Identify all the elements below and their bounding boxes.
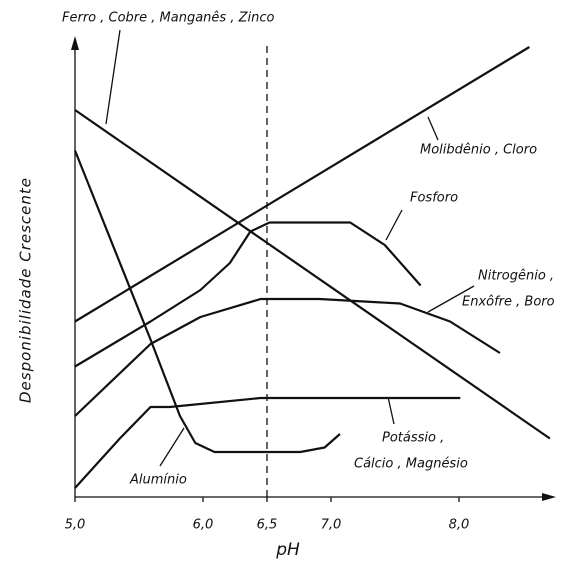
curve-label: Alumínio bbox=[129, 473, 187, 488]
leader bbox=[427, 285, 475, 313]
x-arrow bbox=[542, 493, 556, 501]
x-tick-label: 5,0 bbox=[65, 518, 86, 533]
leader bbox=[105, 29, 121, 125]
x-tick-label: 8,0 bbox=[449, 518, 470, 533]
curve bbox=[74, 297, 501, 417]
curve-label: Potássio , bbox=[382, 431, 444, 446]
curve-label: Nitrogênio , bbox=[478, 269, 554, 284]
curve bbox=[73, 150, 341, 454]
curve-label: Fosforo bbox=[410, 191, 458, 206]
curve bbox=[74, 46, 530, 323]
y-arrow bbox=[71, 36, 79, 50]
curve-label: Molibdênio , Cloro bbox=[420, 143, 537, 158]
x-tick-label: 6,0 bbox=[193, 518, 214, 533]
leader bbox=[427, 116, 439, 141]
leader bbox=[385, 209, 403, 241]
x-axis-label: pH bbox=[275, 540, 300, 560]
curve-label: Cálcio , Magnésio bbox=[354, 457, 468, 472]
x-tick-label: 7,0 bbox=[321, 518, 342, 533]
curve-label: Enxôfre , Boro bbox=[462, 295, 555, 310]
curve-label: Ferro , Cobre , Manganês , Zinco bbox=[62, 11, 274, 26]
leader bbox=[159, 427, 185, 467]
curve bbox=[74, 109, 551, 440]
x-tick-label: 6,5 bbox=[257, 518, 278, 533]
y-axis-label: Desponibilidade Crescente bbox=[17, 177, 35, 403]
curve bbox=[74, 396, 461, 489]
curve bbox=[74, 221, 422, 368]
leader bbox=[387, 396, 395, 425]
